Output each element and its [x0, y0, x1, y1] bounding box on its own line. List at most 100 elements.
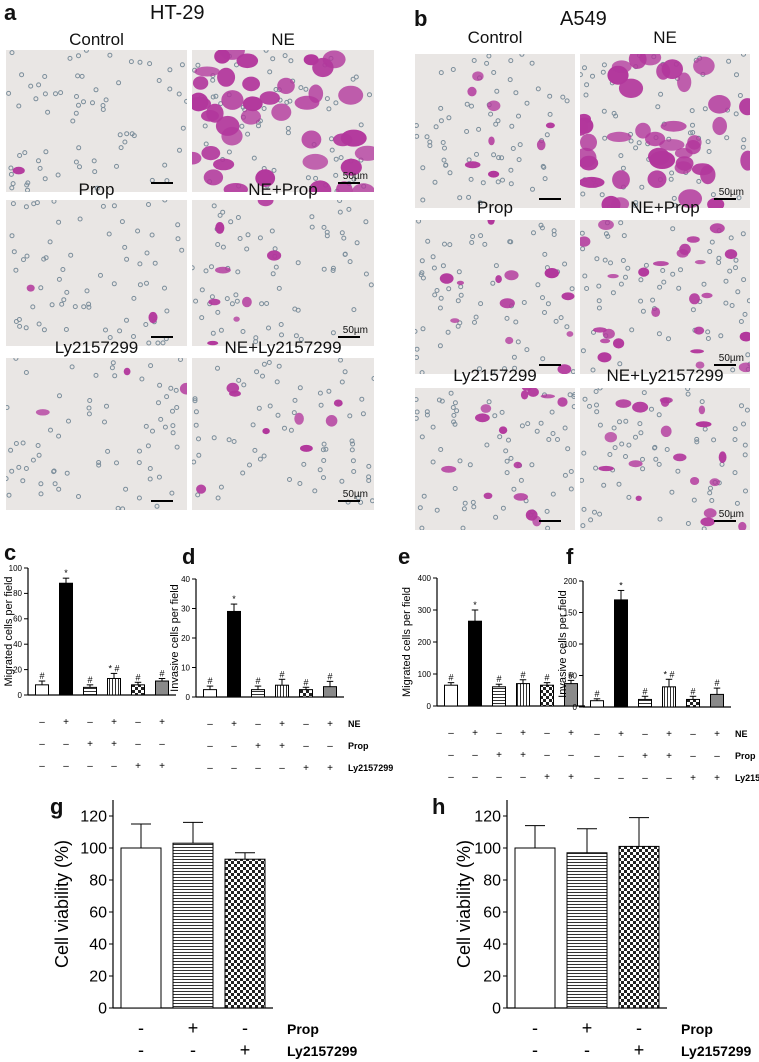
treatment-sign: –: [472, 772, 478, 783]
y-tick-label: 0: [427, 702, 432, 711]
treatment-row-label: NE: [735, 729, 748, 739]
y-axis-label: Migrated cells per field: [401, 587, 413, 697]
y-axis-label: Cell viability (%): [52, 840, 72, 968]
treatment-row-label: Prop: [735, 751, 756, 761]
bar: [131, 684, 145, 696]
bar: [227, 610, 241, 698]
micrograph-label: NE: [271, 30, 295, 49]
treatment-sign: -: [242, 1018, 248, 1038]
bar: [299, 689, 313, 698]
bar: [35, 684, 49, 696]
bar: [618, 845, 660, 1009]
significance-mark: #: [207, 676, 212, 686]
micrograph-image: [6, 358, 187, 510]
treatment-sign: +: [544, 772, 550, 783]
y-tick-label: 80: [483, 873, 501, 890]
treatment-sign: –: [63, 761, 69, 772]
treatment-sign: –: [690, 729, 696, 740]
bar: [468, 620, 482, 707]
treatment-sign: –: [594, 751, 600, 762]
treatment-sign: +: [303, 763, 309, 774]
treatment-sign: –: [642, 729, 648, 740]
treatment-sign: +: [87, 739, 93, 750]
treatment-sign: -: [138, 1040, 144, 1060]
y-tick-label: 0: [186, 693, 191, 702]
treatment-sign: –: [255, 763, 261, 774]
bar: [662, 686, 676, 708]
treatment-sign: –: [544, 750, 550, 761]
treatment-sign: +: [279, 741, 285, 752]
micrograph-label: Prop: [477, 198, 513, 217]
treatment-sign: +: [634, 1040, 645, 1060]
treatment-sign: -: [584, 1040, 590, 1060]
panel-letter-c: c: [4, 540, 17, 565]
treatment-sign: –: [63, 739, 69, 750]
treatment-sign: -: [532, 1040, 538, 1060]
bar: [444, 684, 458, 707]
panel-letter-d: d: [182, 544, 196, 569]
bar: [224, 858, 266, 1009]
y-tick-label: 300: [418, 606, 432, 615]
treatment-sign: +: [496, 750, 502, 761]
bar: [492, 686, 506, 707]
treatment-sign: +: [520, 750, 526, 761]
bar: [638, 698, 652, 708]
treatment-row-label: Ly2157299: [348, 763, 393, 773]
y-tick-label: 200: [418, 638, 432, 647]
significance-mark: #: [87, 675, 92, 685]
y-tick-label: 20: [483, 969, 501, 986]
scale-bar-label: 50µm: [342, 171, 368, 182]
significance-mark: #: [135, 672, 140, 682]
treatment-sign: +: [111, 739, 117, 750]
y-axis-label: Cell viability (%): [454, 840, 474, 968]
treatment-sign: +: [111, 717, 117, 728]
y-tick-label: 100: [418, 670, 432, 679]
treatment-sign: –: [231, 763, 237, 774]
micrograph-label: NE+Ly2157299: [606, 366, 724, 385]
y-axis-label: Migrated cells per field: [3, 576, 15, 686]
significance-mark: *: [473, 600, 477, 610]
treatment-sign: +: [618, 729, 624, 740]
treatment-sign: –: [642, 773, 648, 784]
y-tick-label: 0: [18, 691, 23, 700]
micrograph-label: Ly2157299: [453, 366, 537, 385]
treatment-sign: +: [159, 761, 165, 772]
micrograph-label: Control: [467, 28, 523, 47]
significance-mark: #: [327, 671, 332, 681]
micrograph-label: NE+Prop: [630, 198, 700, 217]
bar: [514, 847, 556, 1009]
treatment-sign: –: [714, 751, 720, 762]
chart-e: 0 100 200 300 400 Migrated cells per field # * #…: [401, 574, 585, 783]
y-tick-label: 400: [418, 574, 432, 583]
treatment-sign: –: [544, 728, 550, 739]
panel-letter-g: g: [50, 794, 64, 819]
y-tick-label: 100: [564, 640, 578, 649]
significance-mark: *: [232, 594, 236, 604]
micrograph-image: [415, 388, 575, 530]
chart-c: 0 20 40 60 80 100 Migrated cells per field # * # *…: [3, 564, 176, 772]
treatment-sign: –: [135, 739, 141, 750]
micrograph-label: NE: [653, 28, 677, 47]
treatment-sign: –: [159, 739, 165, 750]
significance-mark: #: [39, 671, 44, 681]
bar: [155, 680, 169, 696]
scale-bar-label: 50µm: [718, 187, 744, 198]
y-tick-label: 120: [80, 809, 107, 826]
treatment-sign: +: [642, 751, 648, 762]
bar: [614, 599, 628, 708]
treatment-sign: –: [618, 751, 624, 762]
y-tick-label: 0: [573, 703, 578, 712]
y-tick-label: 20: [13, 665, 22, 674]
significance-mark: #: [568, 670, 573, 680]
treatment-sign: +: [666, 751, 672, 762]
treatment-sign: –: [207, 741, 213, 752]
treatment-sign: –: [207, 719, 213, 730]
treatment-sign: +: [327, 719, 333, 730]
significance-mark: * #: [663, 669, 674, 679]
treatment-sign: +: [568, 728, 574, 739]
bar: [120, 847, 162, 1009]
